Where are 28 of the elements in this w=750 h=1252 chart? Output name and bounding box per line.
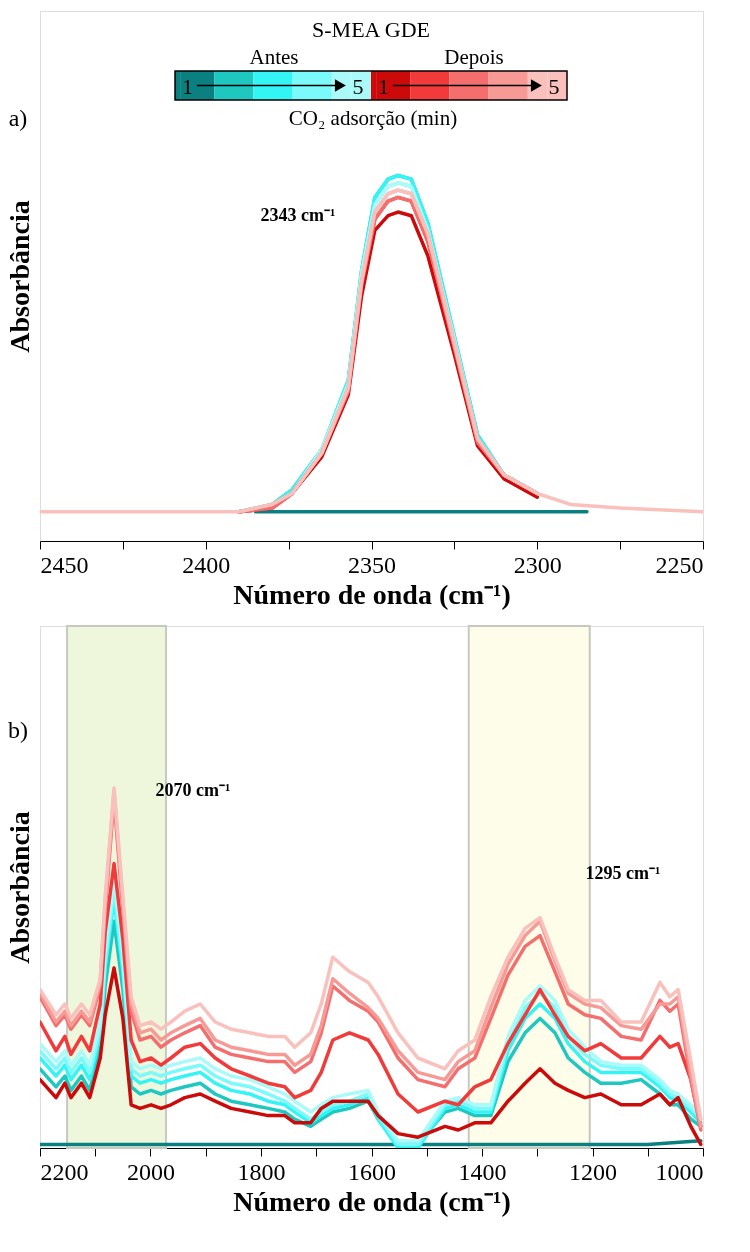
x-tick-label: 1200 <box>569 1158 617 1185</box>
x-tick-label: 2200 <box>40 1158 89 1185</box>
x-tick-label: 2300 <box>513 551 562 578</box>
legend-label: 1 <box>377 73 389 99</box>
annotation: 2343 cm⁻¹ <box>260 205 336 225</box>
x-tick-label: 1600 <box>348 1158 396 1185</box>
x-tick-label: 2450 <box>40 551 89 578</box>
legend-title: S-MEA GDE <box>312 17 430 42</box>
text: Antes <box>249 45 299 69</box>
x-tick-label: 1400 <box>458 1158 507 1185</box>
text: b) <box>8 717 28 743</box>
legend-label: 1 <box>181 73 193 99</box>
x-tick-label: 2000 <box>127 1158 175 1185</box>
text: CO₂ adsorção (min) <box>288 106 458 130</box>
x-tick-label: 2350 <box>348 551 396 578</box>
x-tick-label: 1000 <box>655 1158 704 1185</box>
annotation: 2070 cm⁻¹ <box>155 780 231 800</box>
y-axis-title: Absorbância <box>3 811 35 964</box>
x-axis-title: Número de onda (cm⁻¹) <box>233 1185 511 1217</box>
y-axis-title: Absorbância <box>3 200 35 353</box>
x-tick-label: 1800 <box>237 1158 286 1185</box>
x-tick-label: 2250 <box>655 551 704 578</box>
text: a) <box>8 105 28 131</box>
text: Depois <box>444 45 504 69</box>
annotation: 1295 cm⁻¹ <box>585 863 661 883</box>
x-axis-title: Número de onda (cm⁻¹) <box>233 578 511 610</box>
legend-label: 5 <box>548 73 560 99</box>
x-tick-label: 2400 <box>182 551 231 578</box>
